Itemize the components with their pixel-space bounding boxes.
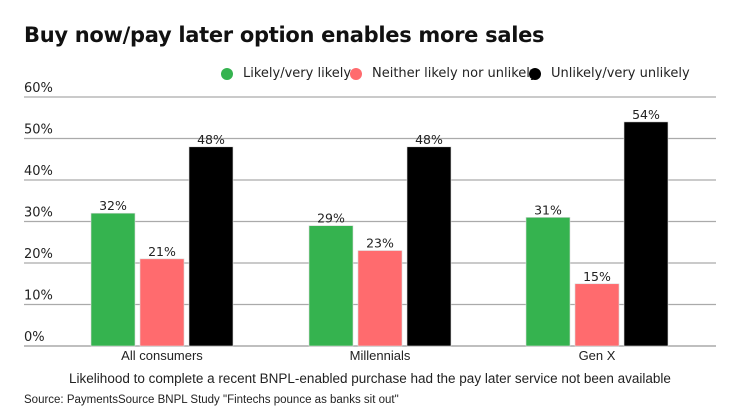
bar <box>574 283 620 347</box>
bar-value-label: 23% <box>366 236 394 251</box>
x-category-label: Gen X <box>579 348 616 363</box>
y-tick-label: 60% <box>24 81 53 96</box>
bar <box>406 146 452 347</box>
chart-legend: Likely/very likely Neither likely nor un… <box>0 66 740 86</box>
legend-item-unlikely: Unlikely/very unlikely <box>529 66 690 81</box>
bar <box>139 258 185 347</box>
bar <box>188 146 234 347</box>
bar <box>308 225 354 347</box>
bar-value-label: 21% <box>148 244 176 259</box>
bar-value-label: 29% <box>317 211 345 226</box>
legend-item-likely: Likely/very likely <box>221 66 351 81</box>
bar-value-label: 54% <box>632 107 660 122</box>
legend-dot-likely-icon <box>221 67 233 80</box>
bar-value-label: 32% <box>99 198 127 213</box>
bar-value-label: 31% <box>534 202 562 217</box>
x-axis-label: Likelihood to complete a recent BNPL-ena… <box>69 371 671 386</box>
x-category-label: Millennials <box>350 348 411 363</box>
legend-label-unlikely: Unlikely/very unlikely <box>551 66 690 81</box>
chart-title: Buy now/pay later option enables more sa… <box>24 23 545 47</box>
x-category-label: All consumers <box>121 348 203 363</box>
legend-label-neither: Neither likely nor unlikely <box>372 66 538 81</box>
legend-label-likely: Likely/very likely <box>243 66 352 81</box>
y-tick-label: 40% <box>24 164 53 179</box>
y-tick-label: 30% <box>24 206 53 221</box>
legend-dot-neither-icon <box>350 67 362 80</box>
y-tick-label: 50% <box>24 123 53 138</box>
bar <box>357 250 403 347</box>
legend-item-neither: Neither likely nor unlikely <box>350 66 538 81</box>
bar <box>623 121 669 347</box>
bar-value-label: 15% <box>583 269 611 284</box>
legend-dot-unlikely-icon <box>529 67 541 80</box>
source-note: Source: PaymentsSource BNPL Study "Finte… <box>24 394 399 406</box>
bar-value-label: 48% <box>197 132 225 147</box>
bar <box>525 217 571 347</box>
y-tick-label: 0% <box>24 330 45 345</box>
y-tick-label: 20% <box>24 247 53 262</box>
y-tick-label: 10% <box>24 289 53 304</box>
bar-value-label: 48% <box>415 132 443 147</box>
bar <box>90 212 136 347</box>
